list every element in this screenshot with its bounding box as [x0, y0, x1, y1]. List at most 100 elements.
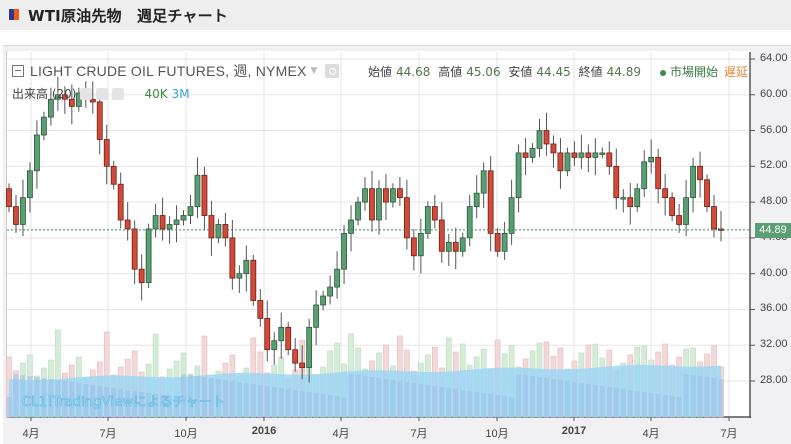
y-tick-label: 64.00 [760, 52, 788, 64]
eye-icon[interactable] [325, 64, 340, 78]
candle [145, 228, 152, 284]
candle [536, 130, 543, 149]
candle [299, 362, 306, 368]
y-tick-label: 48.00 [760, 195, 788, 208]
candle [606, 152, 613, 167]
candle [201, 174, 208, 216]
candle [341, 233, 347, 270]
candle [362, 188, 368, 203]
candle [424, 206, 431, 234]
symbol-legend: LIGHT CRUDE OIL FUTURES, 週, NYMEX ▼ [12, 62, 340, 80]
symbol-title[interactable]: LIGHT CRUDE OIL FUTURES, 週, NYMEX [30, 63, 307, 79]
candle [494, 233, 501, 252]
candle [438, 219, 445, 252]
eye-icon[interactable] [80, 87, 93, 100]
open-label: 始値 [368, 65, 393, 79]
candle [96, 101, 103, 140]
title-bar: WTI原油先物 週足チャート [0, 0, 791, 30]
candle [383, 188, 389, 203]
candle [306, 326, 313, 368]
chevron-down-icon[interactable]: ▼ [310, 66, 318, 76]
candle [683, 197, 689, 225]
candle [571, 152, 578, 158]
candle [627, 197, 634, 207]
candle [564, 152, 571, 172]
x-tick-label: 7月 [99, 428, 117, 440]
gear-icon[interactable] [96, 87, 109, 100]
candle [229, 237, 236, 279]
candle [236, 273, 243, 279]
candle [466, 206, 473, 239]
x-tick-label: 10月 [485, 428, 509, 440]
candle [20, 197, 26, 225]
candle [243, 259, 250, 275]
candle [313, 304, 320, 328]
collapse-icon[interactable] [12, 65, 24, 77]
candle [669, 197, 676, 216]
candle [131, 228, 138, 270]
low-value: 44.45 [536, 65, 571, 79]
current-price-tag: 44.89 [755, 223, 791, 238]
y-tick-label: 28.00 [760, 374, 788, 386]
candle [152, 215, 159, 230]
candle [47, 98, 54, 118]
ohlc-values: 始値 44.68 高値 45.06 安値 44.45 終値 44.89 [368, 63, 645, 80]
candle [257, 300, 264, 319]
candle [473, 192, 480, 207]
status-dot-icon [660, 69, 666, 76]
y-tick-label: 60.00 [760, 87, 788, 100]
candle [159, 215, 166, 230]
y-tick-label: 32.00 [760, 338, 788, 351]
candle [250, 259, 257, 301]
candle [110, 165, 117, 185]
candle [89, 98, 96, 103]
candle [117, 183, 124, 221]
candle [271, 340, 278, 351]
y-tick-label: 56.00 [760, 123, 788, 136]
candle [369, 188, 375, 221]
candle [445, 241, 452, 252]
candle [599, 152, 606, 155]
close-label: 終値 [578, 65, 603, 79]
candle [592, 152, 599, 158]
candle [215, 224, 222, 239]
candle [410, 237, 417, 257]
candle [208, 215, 215, 239]
page-title: WTI原油先物 週足チャート [28, 7, 229, 25]
candle [459, 237, 466, 252]
title-mark-icon [9, 9, 19, 20]
candle [634, 188, 641, 207]
candle [417, 233, 424, 257]
volume-label[interactable]: 出来高 (20) [12, 87, 77, 101]
x-tick-label: 2017 [561, 425, 587, 437]
x-tick-label: 4月 [22, 428, 40, 440]
candle [403, 197, 410, 239]
candle [397, 188, 403, 199]
candle [480, 170, 487, 194]
candle [327, 286, 333, 297]
x-tick-label: 2016 [251, 425, 277, 437]
market-status: 市場開始 遅延 [660, 63, 748, 80]
candle [543, 130, 550, 145]
candle [264, 317, 271, 351]
y-tick-label: 40.00 [760, 266, 788, 279]
candle [501, 233, 508, 252]
market-open-label: 市場開始 [670, 65, 719, 79]
candle [166, 224, 173, 230]
high-value: 45.06 [466, 65, 501, 79]
candle [75, 92, 82, 107]
close-icon[interactable] [112, 87, 125, 100]
candle [704, 179, 710, 207]
candle [27, 170, 33, 199]
candle [431, 206, 438, 221]
candle [13, 206, 19, 225]
candle [390, 188, 396, 203]
candle [173, 219, 180, 225]
candle [578, 152, 585, 158]
candle [292, 349, 299, 364]
candle [278, 326, 285, 342]
x-tick-label: 7月 [720, 428, 738, 440]
delay-badge: 遅延 [724, 65, 749, 79]
candle [529, 148, 536, 158]
